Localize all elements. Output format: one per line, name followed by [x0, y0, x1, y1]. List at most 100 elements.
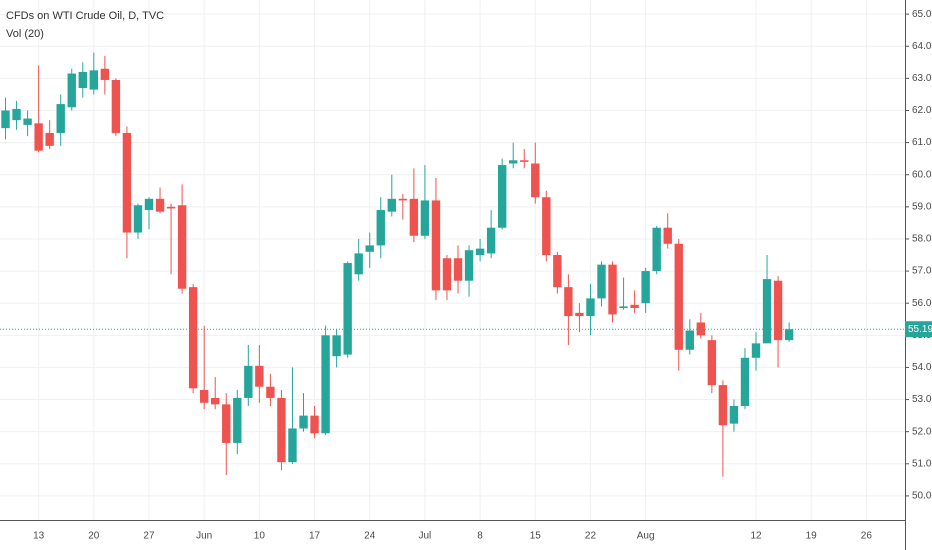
candle-body [718, 385, 728, 426]
candle-body [288, 428, 297, 463]
y-tick-label: 56.00 [912, 298, 932, 309]
candle-body [222, 404, 231, 443]
candle-body [751, 343, 761, 358]
x-tick-label: Jun [196, 531, 212, 542]
candle-body [597, 264, 606, 299]
candle-body [310, 415, 319, 434]
y-tick-label: 52.00 [912, 426, 932, 437]
x-tick-label: 15 [530, 531, 542, 542]
x-tick-label: 24 [364, 531, 376, 542]
candle-body [773, 280, 783, 341]
y-tick-label: 53.00 [912, 394, 932, 405]
candle-body [520, 160, 529, 162]
y-tick-label: 64.00 [912, 41, 932, 52]
candle-body [1, 110, 10, 129]
candle-body [674, 243, 683, 350]
candle-body [475, 248, 485, 256]
last-price-label: 55.19 [908, 324, 932, 335]
y-tick-label: 61.00 [912, 137, 932, 148]
candle-body [586, 298, 595, 317]
candle-body [299, 415, 308, 429]
candle-body [453, 258, 463, 281]
x-tick-label: 22 [585, 531, 597, 542]
y-tick-label: 58.00 [912, 234, 932, 245]
candle-body [564, 287, 573, 317]
x-tick-label: 17 [309, 531, 321, 542]
x-tick-label: 26 [861, 531, 873, 542]
candle-body [420, 200, 430, 236]
candle-body [354, 253, 363, 275]
candle-body [122, 132, 132, 233]
candle-body [177, 205, 187, 289]
candle-body [497, 165, 507, 228]
candle-body [509, 160, 518, 164]
y-tick-label: 54.00 [912, 362, 932, 373]
candle-body [67, 73, 76, 108]
candle-body [78, 71, 87, 89]
x-tick-label: Jul [419, 531, 432, 542]
candle-body [542, 197, 551, 256]
candle-body [630, 304, 639, 309]
chart-title: CFDs on WTI Crude Oil, D, TVC [6, 10, 164, 22]
candle-body [233, 397, 242, 443]
candle-body [321, 335, 330, 434]
candle-body [696, 322, 706, 336]
candle-body [155, 198, 165, 212]
candle-body [199, 389, 209, 403]
candle-body [486, 227, 496, 254]
x-tick-label: 20 [88, 531, 100, 542]
candle-body [277, 397, 286, 463]
candle-body [332, 335, 341, 357]
candle-body [111, 79, 121, 133]
y-tick-label: 65.00 [912, 9, 932, 20]
candle-body [431, 200, 441, 291]
candle-body [762, 279, 772, 344]
candle-body [133, 205, 143, 233]
candle-body [707, 340, 717, 386]
y-tick-label: 51.00 [912, 458, 932, 469]
candle-body [343, 263, 352, 355]
candle-body [144, 198, 154, 211]
x-tick-label: 13 [33, 531, 45, 542]
candle-body [740, 357, 750, 406]
candle-body [409, 198, 419, 236]
y-tick-label: 62.00 [912, 105, 932, 116]
candle-body [575, 312, 584, 317]
indicator-label: Vol (20) [6, 28, 44, 40]
candle-body [188, 287, 198, 389]
x-tick-label: 8 [477, 531, 483, 542]
plot [0, 0, 905, 520]
candle-body [619, 306, 628, 309]
x-tick-label: 12 [750, 531, 762, 542]
y-tick-label: 63.00 [912, 73, 932, 84]
candle-body [166, 206, 176, 209]
candle-body [641, 271, 650, 304]
candle-body [442, 258, 452, 291]
candle-body [266, 386, 275, 398]
y-tick-label: 60.00 [912, 169, 932, 180]
candle-body [685, 330, 694, 350]
candle-body [553, 255, 562, 288]
candle-body [100, 68, 110, 80]
candle-body [608, 264, 617, 315]
candle-body [663, 227, 672, 244]
candle-body [23, 118, 32, 125]
candle-body [398, 198, 408, 201]
candle-body [464, 250, 474, 281]
candle-body [729, 405, 739, 424]
candle-body [387, 198, 396, 212]
candle-body [244, 365, 253, 398]
candle-body [255, 365, 264, 387]
candle-body [784, 329, 794, 341]
candle-body [12, 108, 21, 121]
last-price-box [905, 321, 932, 338]
y-tick-label: 59.00 [912, 201, 932, 212]
candle-body [89, 70, 99, 90]
x-tick-label: 19 [806, 531, 818, 542]
candle-body [652, 227, 661, 272]
candle-body [365, 245, 374, 252]
candle-body [56, 104, 65, 133]
y-tick-label: 50.00 [912, 491, 932, 502]
x-tick-label: 27 [143, 531, 155, 542]
